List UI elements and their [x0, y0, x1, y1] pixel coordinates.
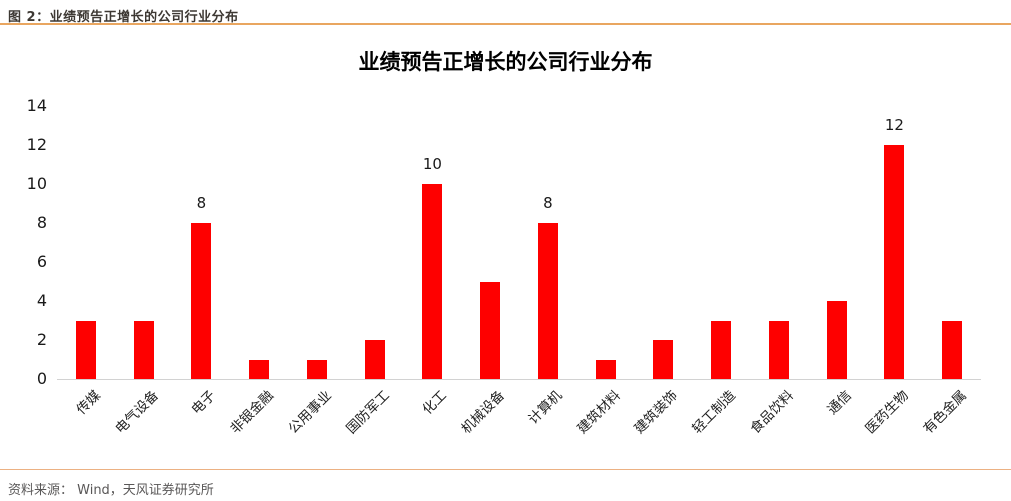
y-tick-label: 2 — [36, 330, 47, 349]
bar-通信 — [826, 301, 847, 379]
bar-非银金融 — [249, 359, 270, 379]
x-tick-label: 国防军工 — [343, 387, 393, 438]
x-tick-label: 计算机 — [525, 387, 566, 428]
chart-title: 业绩预告正增长的公司行业分布 — [358, 50, 653, 74]
x-tick-label: 公用事业 — [285, 387, 335, 438]
bar-国防军工 — [364, 340, 385, 379]
bar-slot — [692, 106, 750, 379]
bar-value-label: 8 — [543, 194, 553, 212]
bar-slot: 8 — [519, 106, 577, 379]
x-tick-label: 机械设备 — [458, 387, 509, 438]
bar-传媒 — [75, 320, 96, 379]
x-tick-label: 传媒 — [73, 387, 104, 418]
bar-slot — [461, 106, 519, 379]
bar-食品饮料 — [768, 320, 789, 379]
bar-slot — [57, 106, 115, 379]
bar-slot — [115, 106, 173, 379]
y-tick-label: 0 — [36, 369, 47, 388]
bar-医药生物 — [884, 145, 905, 379]
y-tick-label: 4 — [36, 291, 47, 310]
bar-电气设备 — [133, 320, 154, 379]
x-axis: 传媒 电气设备 电子 非银金融 公用事业 国防军工 化工 机械设备 计算机 建筑材料 建筑装饰 轻工制… — [57, 379, 981, 469]
y-tick-label: 10 — [26, 174, 47, 193]
bar-slot: 12 — [866, 106, 924, 379]
x-tick-label: 建筑装饰 — [631, 387, 682, 438]
figure-caption: 图 2：业绩预告正增长的公司行业分布 — [0, 0, 1011, 25]
source-note: 资料来源： Wind，天风证券研究所 — [0, 469, 1011, 501]
bar-slot — [750, 106, 808, 379]
bar-轻工制造 — [711, 320, 732, 379]
bar-value-label: 12 — [884, 116, 904, 134]
x-tick-label: 医药生物 — [862, 387, 913, 438]
source-text: 资料来源： Wind，天风证券研究所 — [8, 483, 214, 498]
bar-计算机 — [537, 223, 558, 379]
bar-公用事业 — [306, 359, 327, 379]
bar-slot — [808, 106, 866, 379]
bar-slot — [577, 106, 635, 379]
x-tick-label: 电子 — [188, 387, 220, 418]
y-tick-label: 6 — [36, 252, 47, 271]
bar-化工 — [422, 184, 443, 379]
bar-slot — [923, 106, 981, 379]
x-tick-label: 建筑材料 — [574, 387, 624, 438]
x-tick-label: 通信 — [824, 387, 855, 418]
x-tick-label: 轻工制造 — [689, 387, 740, 438]
x-tick-label: 电气设备 — [112, 387, 162, 438]
bar-slot — [635, 106, 693, 379]
x-tick-label: 非银金融 — [227, 387, 278, 438]
y-tick-label: 8 — [36, 213, 47, 232]
bar-有色金属 — [942, 320, 963, 379]
bar-电子 — [191, 223, 212, 379]
x-tick-label: 化工 — [419, 387, 451, 418]
bar-建筑材料 — [595, 359, 616, 379]
bar-slot — [230, 106, 288, 379]
bar-slot — [288, 106, 346, 379]
bar-机械设备 — [480, 281, 501, 379]
bar-slot: 8 — [173, 106, 231, 379]
plot-area: 8 10 8 12 — [57, 106, 981, 379]
bar-slot: 10 — [404, 106, 462, 379]
bar-value-label: 10 — [422, 155, 442, 173]
bar-建筑装饰 — [653, 340, 674, 379]
x-tick-label: 有色金属 — [920, 387, 971, 438]
y-tick-label: 12 — [26, 135, 47, 154]
bar-chart: 0 2 4 6 8 10 12 14 8 10 8 12 传媒 电气设备 电子 非银金融 公用事业 国防军工化… — [27, 98, 981, 437]
bar-value-label: 8 — [196, 194, 207, 212]
bar-slot — [346, 106, 404, 379]
figure-caption-text: 图 2：业绩预告正增长的公司行业分布 — [8, 10, 239, 25]
y-tick-label: 14 — [26, 96, 47, 115]
x-tick-label: 食品饮料 — [747, 387, 797, 438]
